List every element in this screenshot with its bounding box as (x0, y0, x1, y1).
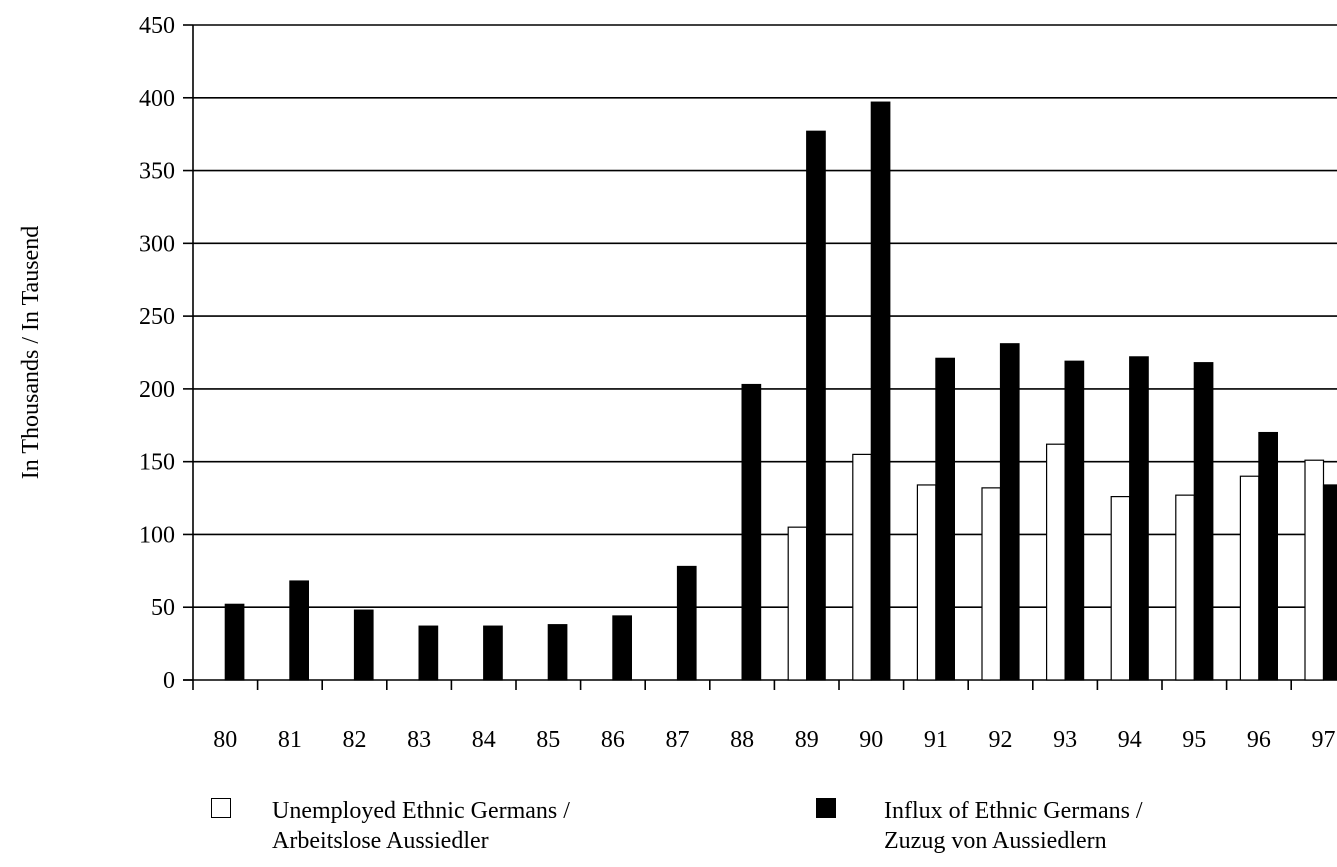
x-tick-label: 90 (859, 727, 883, 753)
x-tick-label: 83 (407, 727, 431, 753)
x-tick-label: 95 (1182, 727, 1206, 753)
bar-influx-88 (741, 383, 762, 681)
legend-item-unemployed-label-line: Arbeitslose Aussiedler (272, 828, 489, 854)
bar-influx-96 (1258, 431, 1279, 681)
legend-item-influx-label-line: Influx of Ethnic Germans / (884, 798, 1143, 824)
bar-unemployed-92 (981, 487, 1002, 681)
x-tick-label: 81 (278, 727, 302, 753)
bar-influx-90 (870, 101, 891, 681)
bar-unemployed-96 (1239, 475, 1260, 681)
x-tick-label: 82 (343, 727, 367, 753)
x-tick-label: 91 (924, 727, 948, 753)
x-tick-label: 92 (989, 727, 1013, 753)
bar-influx-93 (1064, 360, 1085, 681)
bar-influx-91 (935, 357, 956, 681)
x-tick-label: 80 (213, 727, 237, 753)
bar-influx-80 (224, 603, 245, 681)
bar-influx-86 (612, 615, 633, 681)
bar-influx-81 (289, 580, 309, 681)
legend-item-influx-swatch (816, 798, 836, 818)
x-tick-label: 93 (1053, 727, 1077, 753)
x-tick-label: 88 (730, 727, 754, 753)
bar-influx-94 (1129, 356, 1149, 681)
y-tick-label: 350 (139, 159, 175, 185)
bar-influx-95 (1193, 362, 1214, 681)
y-tick-label: 300 (139, 231, 175, 257)
x-tick-label: 85 (536, 727, 560, 753)
x-tick-label: 89 (795, 727, 819, 753)
bar-unemployed-89 (787, 526, 808, 681)
bar-unemployed-97 (1304, 459, 1325, 681)
x-tick-label: 84 (472, 727, 496, 753)
legend-item-influx-label-line: Zuzug von Aussiedlern (884, 828, 1107, 854)
bar-influx-92 (999, 343, 1020, 681)
y-tick-label: 150 (139, 450, 175, 476)
x-tick-label: 94 (1118, 727, 1142, 753)
bar-unemployed-95 (1175, 494, 1195, 681)
bar-influx-84 (483, 625, 503, 681)
bar-influx-83 (418, 625, 439, 681)
y-tick-label: 200 (139, 377, 175, 403)
bar-unemployed-91 (916, 484, 937, 681)
bar-influx-89 (806, 130, 826, 681)
legend-item-unemployed-label-line: Unemployed Ethnic Germans / (272, 798, 570, 824)
bar-influx-87 (676, 565, 697, 681)
bar-influx-85 (547, 624, 568, 681)
bar-unemployed-94 (1110, 496, 1131, 681)
bar-influx-82 (353, 609, 374, 681)
x-tick-label: 86 (601, 727, 625, 753)
y-axis-title: In Thousands / In Tausend (18, 226, 44, 479)
bar-unemployed-90 (852, 453, 872, 681)
x-tick-label: 87 (666, 727, 690, 753)
bar-influx-97 (1322, 484, 1337, 681)
legend-item-unemployed-swatch (211, 798, 231, 818)
y-tick-label: 450 (139, 13, 175, 39)
x-tick-label: 97 (1312, 727, 1336, 753)
bar-unemployed-93 (1045, 443, 1066, 681)
x-tick-label: 96 (1247, 727, 1271, 753)
y-tick-label: 0 (163, 668, 175, 694)
y-tick-label: 100 (139, 522, 175, 548)
y-tick-label: 250 (139, 304, 175, 330)
y-tick-label: 50 (151, 595, 175, 621)
y-tick-label: 400 (139, 86, 175, 112)
